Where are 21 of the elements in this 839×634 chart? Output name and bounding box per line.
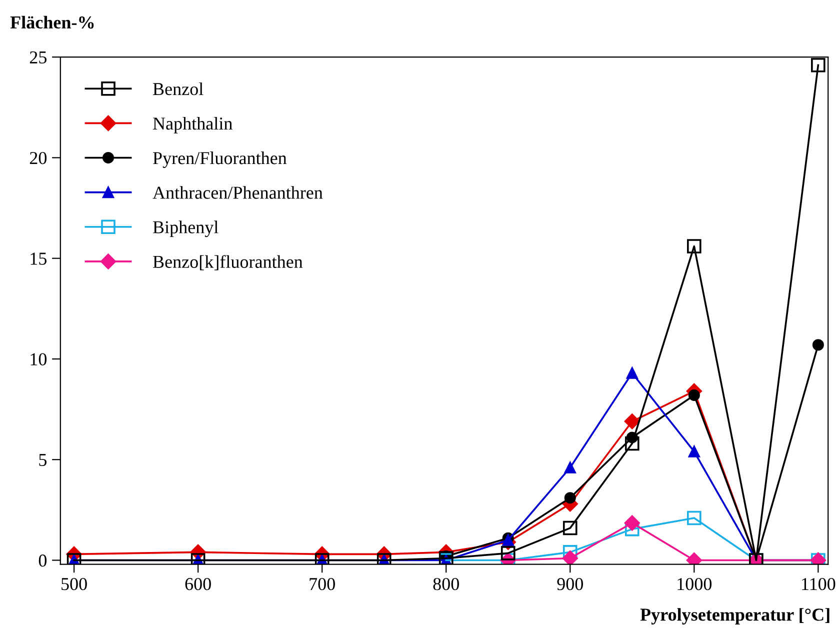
x-axis-title: Pyrolysetemperatur [°C] — [640, 608, 830, 624]
legend-label: Biphenyl — [153, 220, 218, 238]
legend-label: Benzol — [153, 82, 204, 96]
x-tick-label: 1100 — [802, 578, 836, 590]
x-tick-label: 900 — [557, 578, 583, 590]
y-tick-label: 20 — [30, 152, 47, 164]
legend-label: Pyren/Fluoranthen — [153, 152, 287, 168]
x-tick-label: 700 — [310, 578, 335, 590]
y-axis-title: Flächen-% — [10, 16, 94, 29]
y-tick-label: 15 — [30, 252, 47, 265]
x-tick-label: 1000 — [678, 578, 712, 590]
y-tick-label: 5 — [39, 454, 47, 466]
x-tick-label: 600 — [185, 578, 211, 590]
y-tick-label: 0 — [38, 554, 47, 567]
y-tick-label: 25 — [30, 51, 47, 64]
legend-label: Anthracen/Phenanthren — [152, 186, 323, 199]
legend-label: Benzo[k]fluoranthen — [153, 255, 303, 270]
legend-label: Naphthalin — [153, 116, 232, 134]
y-tick-label: 10 — [30, 353, 47, 366]
x-tick-label: 500 — [62, 578, 87, 590]
x-tick-label: 800 — [433, 578, 459, 590]
